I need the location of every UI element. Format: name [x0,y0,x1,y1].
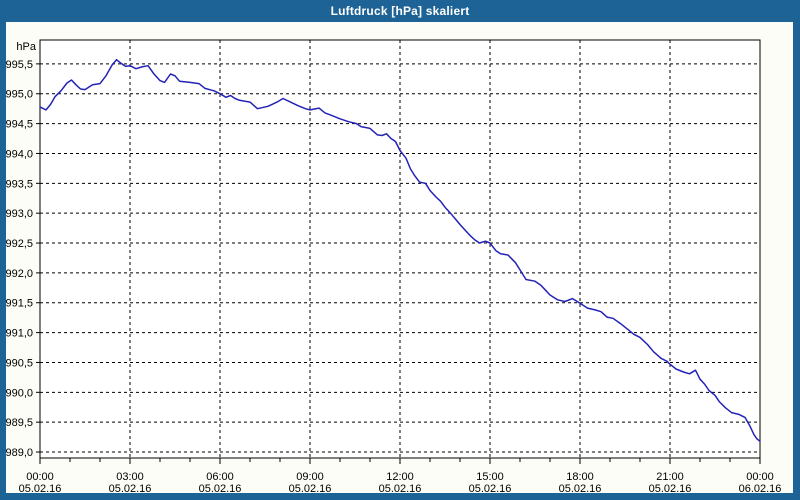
x-tick-date-label: 05.02.16 [649,483,692,495]
x-tick-date-label: 05.02.16 [379,483,422,495]
x-tick-date-label: 06.02.16 [739,483,782,495]
y-tick-label: 994,0 [5,148,33,160]
x-tick-date-label: 05.02.16 [289,483,332,495]
x-tick-time-label: 00:00 [746,471,774,483]
pressure-series-line [39,58,761,443]
y-tick-label: 989,5 [5,417,33,429]
x-tick-date-label: 05.02.16 [199,483,242,495]
x-tick-date-label: 05.02.16 [559,483,602,495]
window-titlebar: Luftdruck [hPa] skaliert [0,0,800,22]
y-tick-label: 993,0 [5,208,33,220]
y-tick-label: 990,5 [5,357,33,369]
x-tick-date-label: 05.02.16 [469,483,512,495]
x-tick-time-label: 00:00 [26,471,54,483]
x-tick-time-label: 03:00 [116,471,144,483]
y-tick-label: 990,0 [5,387,33,399]
y-tick-label: 992,0 [5,268,33,280]
y-axis-unit-label: hPa [16,41,36,53]
y-tick-label: 992,5 [5,238,33,250]
y-tick-label: 995,0 [5,89,33,101]
x-tick-time-label: 06:00 [206,471,234,483]
y-tick-label: 995,5 [5,59,33,71]
x-tick-time-label: 12:00 [386,471,414,483]
x-tick-time-label: 15:00 [476,471,504,483]
y-tick-label: 989,0 [5,447,33,459]
y-tick-label: 993,5 [5,178,33,190]
x-tick-time-label: 21:00 [656,471,684,483]
y-tick-label: 991,0 [5,328,33,340]
x-tick-time-label: 18:00 [566,471,594,483]
x-tick-time-label: 09:00 [296,471,324,483]
y-tick-label: 994,5 [5,119,33,131]
x-tick-date-label: 05.02.16 [109,483,152,495]
x-tick-date-label: 05.02.16 [19,483,62,495]
window-title: Luftdruck [hPa] skaliert [330,4,470,18]
y-tick-label: 991,5 [5,298,33,310]
